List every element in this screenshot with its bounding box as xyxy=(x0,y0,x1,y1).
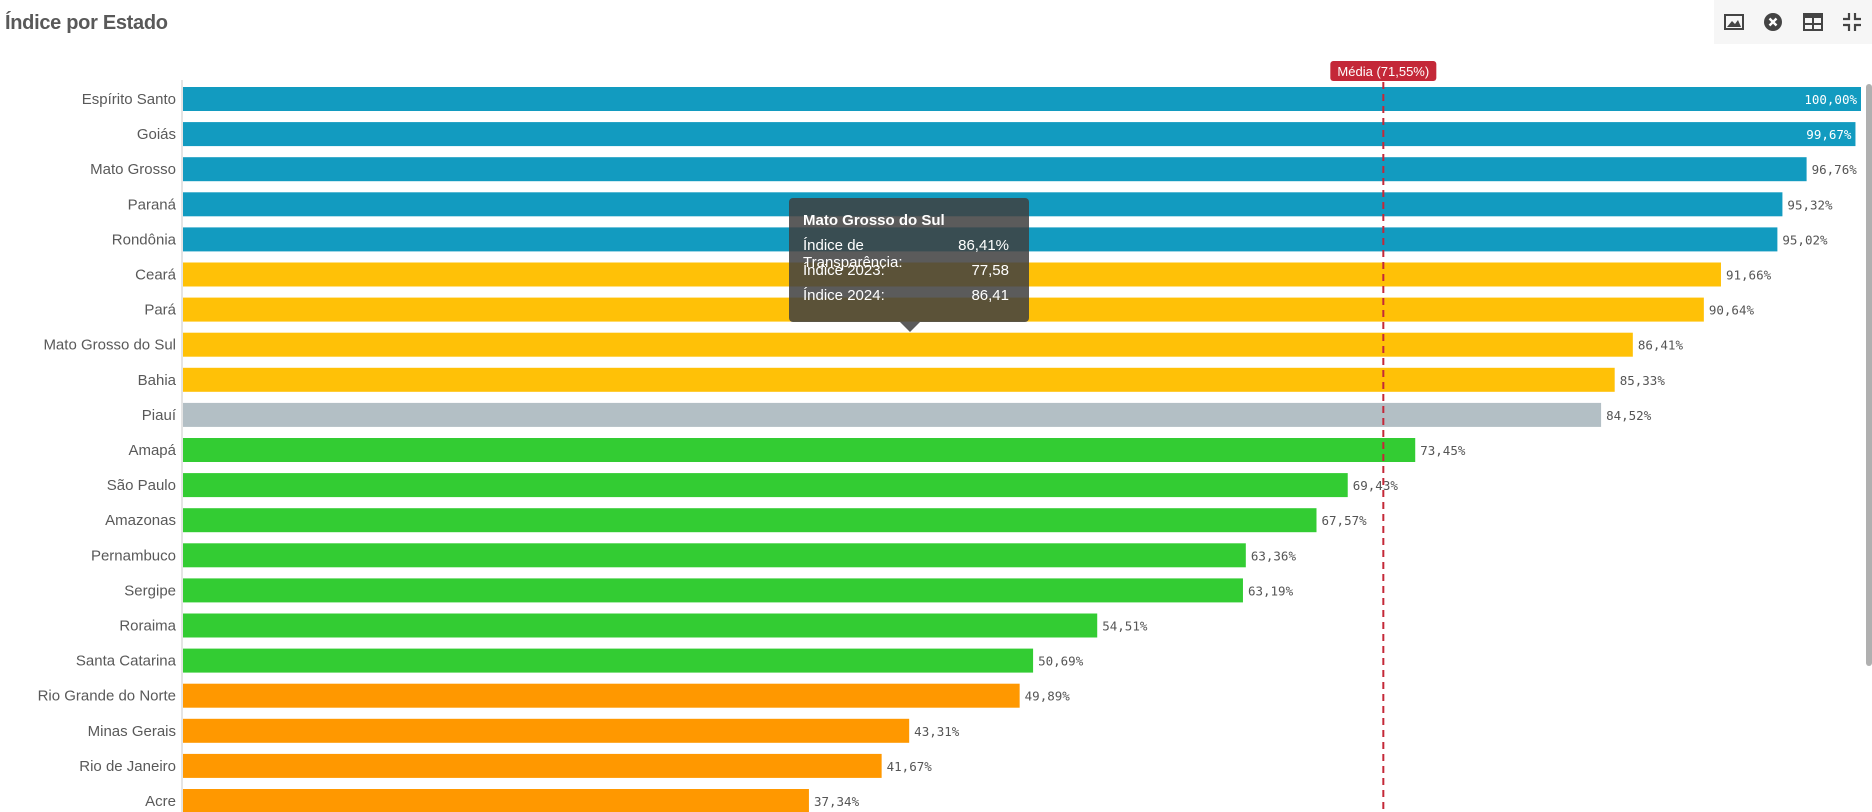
category-label: Ceará xyxy=(135,267,177,284)
chart-title: Índice por Estado xyxy=(5,12,168,34)
chart-toolbar xyxy=(1714,0,1872,44)
category-label: Mato Grosso do Sul xyxy=(43,337,176,354)
bar[interactable] xyxy=(183,683,1020,708)
category-label: Rondônia xyxy=(112,231,177,248)
value-label: 73,45% xyxy=(1420,443,1466,458)
bar[interactable] xyxy=(183,87,1861,111)
value-label: 99,67% xyxy=(1806,127,1852,142)
value-label: 50,69% xyxy=(1038,654,1084,669)
collapse-icon[interactable] xyxy=(1833,0,1872,44)
category-label: Rio de Janeiro xyxy=(79,758,176,775)
category-label: Roraima xyxy=(119,618,176,635)
value-label: 67,57% xyxy=(1322,513,1368,528)
bar[interactable] xyxy=(183,543,1246,568)
category-label: Espírito Santo xyxy=(82,91,176,108)
category-label: Sergipe xyxy=(124,582,176,599)
value-label: 95,32% xyxy=(1787,197,1833,212)
tooltip-row: Índice de Transparência: 86,41% xyxy=(803,237,1009,271)
image-icon[interactable] xyxy=(1714,0,1754,44)
category-label: Santa Catarina xyxy=(76,653,177,670)
close-circle-icon[interactable] xyxy=(1754,0,1794,44)
category-label: Minas Gerais xyxy=(88,723,176,740)
value-label: 43,31% xyxy=(914,724,960,739)
bar[interactable] xyxy=(183,157,1807,182)
bar[interactable] xyxy=(183,718,910,743)
value-label: 95,02% xyxy=(1782,232,1828,247)
tooltip-value: 77,58 xyxy=(971,262,1009,279)
mean-label: Média (71,55%) xyxy=(1337,64,1429,79)
tooltip-label: Índice 2023: xyxy=(803,262,885,279)
bar[interactable] xyxy=(183,508,1317,533)
category-label: Piauí xyxy=(142,407,177,424)
bar[interactable] xyxy=(183,789,809,812)
tooltip-value: 86,41% xyxy=(958,237,1009,254)
category-label: Amazonas xyxy=(105,512,176,529)
tooltip-label: Índice 2024: xyxy=(803,287,885,304)
bar[interactable] xyxy=(183,402,1602,427)
category-label: Paraná xyxy=(128,196,177,213)
category-label: Mato Grosso xyxy=(90,161,176,178)
category-label: Rio Grande do Norte xyxy=(38,688,176,705)
value-label: 41,67% xyxy=(887,759,933,774)
category-label: Pernambuco xyxy=(91,547,176,564)
category-label: Bahia xyxy=(138,372,177,389)
value-label: 37,34% xyxy=(814,794,860,809)
bar[interactable] xyxy=(183,648,1034,673)
value-label: 49,89% xyxy=(1025,689,1071,704)
bar[interactable] xyxy=(183,473,1348,498)
bar[interactable] xyxy=(183,332,1633,357)
value-label: 69,43% xyxy=(1353,478,1399,493)
value-label: 100,00% xyxy=(1804,92,1857,107)
category-label: Acre xyxy=(145,793,176,810)
tooltip-label: Índice de Transparência: xyxy=(803,237,903,271)
mean-label-badge xyxy=(1330,61,1437,81)
tooltip-row: Índice 2024: 86,41 xyxy=(803,287,1009,312)
scrollbar[interactable] xyxy=(1866,84,1872,666)
value-label: 84,52% xyxy=(1606,408,1652,423)
table-icon[interactable] xyxy=(1793,0,1833,44)
value-label: 54,51% xyxy=(1102,619,1148,634)
category-label: São Paulo xyxy=(107,477,176,494)
bar[interactable] xyxy=(183,122,1856,147)
bar-tooltip: Mato Grosso do Sul Índice de Transparênc… xyxy=(789,198,1029,332)
category-label: Goiás xyxy=(137,126,176,143)
bar[interactable] xyxy=(183,367,1615,392)
value-label: 63,36% xyxy=(1251,548,1297,563)
value-label: 96,76% xyxy=(1812,162,1858,177)
bar[interactable] xyxy=(183,613,1098,638)
value-label: 91,66% xyxy=(1726,268,1772,283)
category-label: Pará xyxy=(144,302,176,319)
tooltip-row: Índice 2023: 77,58 xyxy=(803,262,1009,287)
bar[interactable] xyxy=(183,753,882,778)
tooltip-title: Mato Grosso do Sul xyxy=(803,212,945,229)
tooltip-value: 86,41 xyxy=(971,287,1009,304)
value-label: 63,19% xyxy=(1248,583,1294,598)
value-label: 86,41% xyxy=(1638,338,1684,353)
category-label: Amapá xyxy=(128,442,176,459)
value-label: 90,64% xyxy=(1709,303,1755,318)
bar[interactable] xyxy=(183,578,1243,603)
bar[interactable] xyxy=(183,438,1416,462)
value-label: 85,33% xyxy=(1620,373,1666,388)
